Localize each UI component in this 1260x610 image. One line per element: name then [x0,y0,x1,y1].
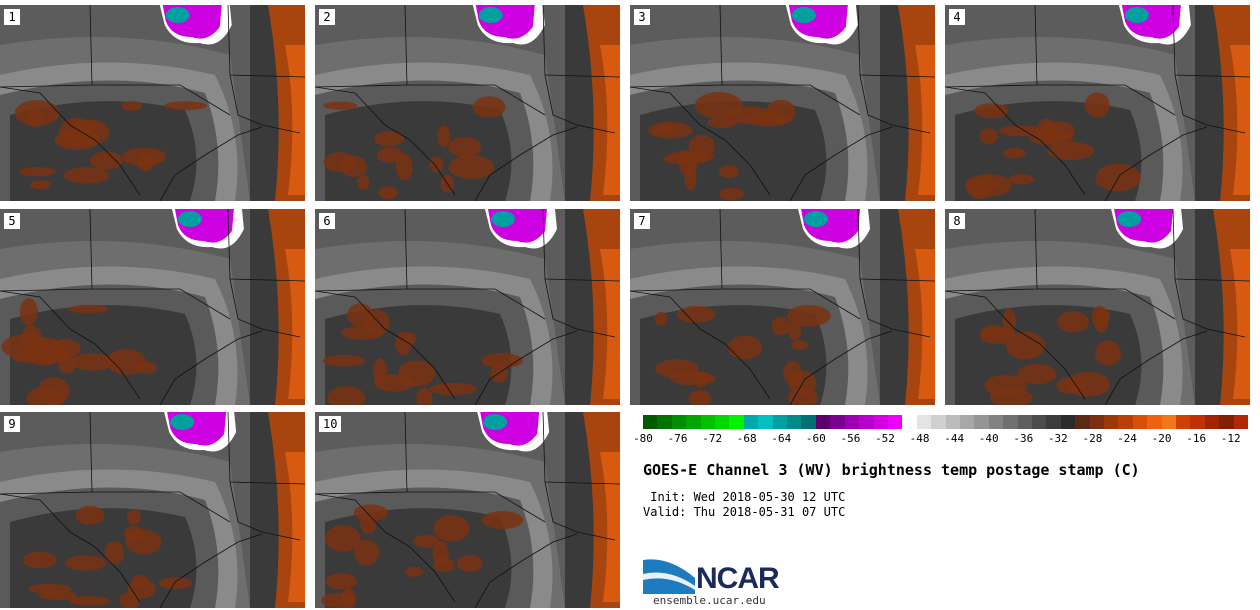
valid-time: Valid: Thu 2018-05-31 07 UTC [643,505,846,519]
colorbar-segment [830,415,845,429]
colorbar-tick-label: -48 [909,432,930,445]
color-scale-bar [643,415,1249,429]
colorbar-segment [729,415,744,429]
colorbar-segment [1089,415,1104,429]
panel-number-label: 6 [319,213,335,229]
colorbar-segment [815,415,831,429]
colorbar-segment [643,415,658,429]
colorbar-segment [772,415,788,429]
colorbar-segment [715,415,730,429]
stamp-panel-2: 2 [315,5,620,201]
panel-number-label: 5 [4,213,20,229]
satellite-map-image [0,5,305,201]
colorbar-segment [844,415,860,429]
stamp-panel-6: 6 [315,209,620,405]
colorbar-segment [1003,415,1018,429]
colorbar-segment [1075,415,1090,429]
colorbar-segment [916,415,932,429]
color-scale-ticks: -80 -76 -72 -68 -64 -60 -56 -52 -48 -44 -40 -36 -32 -… [633,432,1248,448]
panel-number-label: 2 [319,9,335,25]
colorbar-tick-label: -72 [702,432,723,445]
init-time: Init: Wed 2018-05-30 12 UTC [643,490,846,504]
colorbar-tick-label: -16 [1186,432,1207,445]
colorbar-tick-label: -56 [840,432,861,445]
colorbar-tick-label: -12 [1220,432,1241,445]
colorbar-segment [902,415,917,429]
colorbar-segment [1132,415,1148,429]
panel-number-label: 8 [949,213,965,229]
stamp-panel-5: 5 [0,209,305,405]
colorbar-tick-label: -64 [771,432,792,445]
colorbar-tick-label: -80 [633,432,653,445]
colorbar-tick-label: -76 [667,432,688,445]
stamp-panel-7: 7 [630,209,935,405]
colorbar-tick-label: -68 [736,432,757,445]
satellite-map-image [945,209,1250,405]
stamp-panel-9: 9 [0,412,305,608]
satellite-map-image [630,209,935,405]
colorbar-segment [945,415,960,429]
colorbar-segment [1233,415,1249,429]
colorbar-segment [959,415,975,429]
colorbar-tick-label: -28 [1082,432,1103,445]
stamp-panel-4: 4 [945,5,1250,201]
colorbar-segment [1060,415,1076,429]
colorbar-tick-label: -24 [1117,432,1137,445]
colorbar-segment [743,415,759,429]
colorbar-segment [686,415,701,429]
colorbar-segment [1219,415,1234,429]
colorbar-segment [931,415,946,429]
colorbar-segment [873,415,888,429]
colorbar-segment [1190,415,1205,429]
colorbar-segment [671,415,687,429]
colorbar-segment [1031,415,1047,429]
colorbar-tick-label: -20 [1151,432,1172,445]
colorbar-tick-label: -44 [944,432,965,445]
colorbar-segment [700,415,716,429]
source-url: ensemble.ucar.edu [653,594,766,607]
panel-number-label: 7 [634,213,650,229]
colorbar-segment [1017,415,1032,429]
colorbar-tick-label: -32 [1047,432,1068,445]
colorbar-segment [1161,415,1177,429]
colorbar-tick-label: -52 [875,432,895,445]
panel-number-label: 10 [319,416,342,432]
satellite-map-image [315,209,620,405]
panel-number-label: 4 [949,9,965,25]
ncar-logo: NCAR ensemble.ucar.edu [643,554,793,607]
satellite-map-image [945,5,1250,201]
colorbar-segment [1204,415,1220,429]
satellite-map-image [630,5,935,201]
stamp-panel-10: 10 [315,412,620,608]
colorbar-segment [801,415,816,429]
figure-title: GOES-E Channel 3 (WV) brightness temp po… [643,461,1140,479]
panel-number-label: 9 [4,416,20,432]
colorbar-segment [1147,415,1162,429]
ncar-swoosh-icon [643,559,695,594]
colorbar-segment [1176,415,1191,429]
colorbar-segment [988,415,1004,429]
colorbar-tick-label: -36 [1013,432,1034,445]
panel-number-label: 3 [634,9,650,25]
satellite-map-image [0,209,305,405]
colorbar-segment [1046,415,1061,429]
colorbar-segment [1118,415,1133,429]
colorbar-tick-label: -40 [978,432,999,445]
colorbar-segment [887,415,903,429]
colorbar-segment [974,415,989,429]
colorbar-segment [787,415,802,429]
logo-wordmark: NCAR [696,562,780,595]
colorbar-segment [758,415,773,429]
colorbar-tick-label: -60 [805,432,826,445]
stamp-panel-3: 3 [630,5,935,201]
satellite-map-image [315,412,620,608]
stamp-panel-1: 1 [0,5,305,201]
stamp-panel-8: 8 [945,209,1250,405]
colorbar-segment [859,415,874,429]
satellite-map-image [0,412,305,608]
panel-number-label: 1 [4,9,20,25]
colorbar-segment [657,415,672,429]
satellite-map-image [315,5,620,201]
colorbar-segment [1104,415,1119,429]
